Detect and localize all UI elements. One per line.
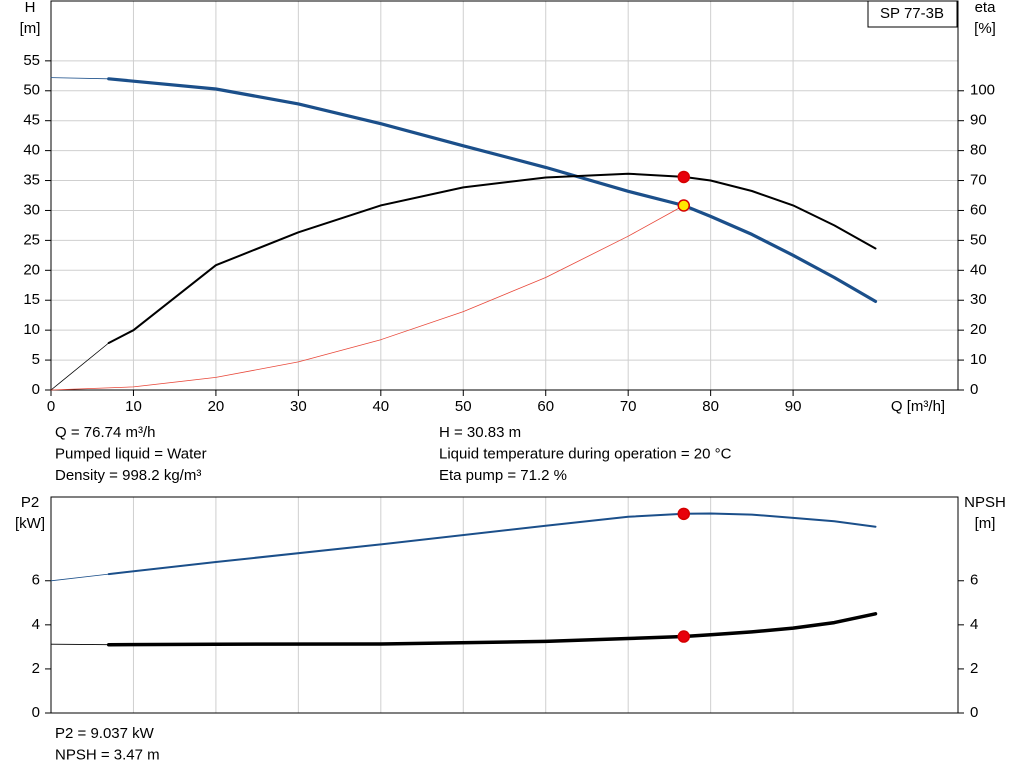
y-tick-label: 40 [23, 142, 40, 159]
plot-frame [50, 496, 959, 714]
y2-axis-unit: [%] [974, 20, 996, 37]
annotation: Liquid temperature during operation = 20… [439, 445, 732, 462]
x-tick-label: 30 [290, 398, 307, 415]
y2-axis-label: eta [975, 0, 997, 16]
curve-lead-in [50, 342, 110, 391]
y2-tick-label: 6 [970, 572, 978, 589]
chart-title: SP 77-3B [880, 5, 944, 22]
y-tick-label: 50 [23, 82, 40, 99]
y2-tick-label: 100 [970, 82, 995, 99]
y-tick-label: 0 [32, 704, 40, 721]
x-tick-label: 40 [372, 398, 389, 415]
y2-tick-label: 0 [970, 704, 978, 721]
y2-tick-label: 30 [970, 291, 987, 308]
x-tick-label: 50 [455, 398, 472, 415]
y2-tick-label: 40 [970, 261, 987, 278]
operating-point [677, 170, 691, 184]
y2-tick-label: 60 [970, 201, 987, 218]
annotation: H = 30.83 m [439, 424, 521, 441]
y-tick-label: 35 [23, 172, 40, 189]
x-tick-label: 60 [537, 398, 554, 415]
y2-tick-label: 50 [970, 231, 987, 248]
title-box [867, 0, 958, 28]
y2-axis-label: NPSH [964, 494, 1006, 511]
y-tick-label: 15 [23, 291, 40, 308]
y2-tick-label: 90 [970, 112, 987, 129]
annotation: NPSH = 3.47 m [55, 746, 160, 763]
y2-tick-label: 80 [970, 142, 987, 159]
y-tick-label: 20 [23, 261, 40, 278]
y-tick-label: 45 [23, 112, 40, 129]
y2-tick-label: 2 [970, 660, 978, 677]
annotation: Q = 76.74 m³/h [55, 424, 155, 441]
y2-tick-label: 70 [970, 172, 987, 189]
y-axis-label: H [25, 0, 36, 16]
y-tick-label: 0 [32, 381, 40, 398]
x-tick-label: 80 [702, 398, 719, 415]
curve-lead-in [50, 77, 110, 80]
annotation: Pumped liquid = Water [55, 445, 207, 462]
y2-axis-unit: [m] [975, 515, 996, 532]
curve [106, 612, 878, 647]
plot-frame [50, 0, 959, 391]
y2-tick-label: 20 [970, 321, 987, 338]
annotation: P2 = 9.037 kW [55, 725, 155, 742]
curve [107, 172, 877, 344]
curve [50, 205, 685, 391]
curve-lead-in [50, 643, 110, 646]
x-tick-label: 90 [785, 398, 802, 415]
operating-point [677, 199, 691, 212]
x-tick-label: 70 [620, 398, 637, 415]
x-tick-label: 0 [47, 398, 55, 415]
x-label-bg [884, 396, 956, 418]
y-tick-label: 5 [32, 351, 40, 368]
annotation: Density = 998.2 kg/m³ [55, 467, 201, 484]
y-axis-label: P2 [21, 494, 39, 511]
y-axis-unit: [m] [20, 20, 41, 37]
curve [107, 512, 877, 576]
y-tick-label: 6 [32, 572, 40, 589]
y2-tick-label: 4 [970, 616, 978, 633]
curve-lead-in [50, 573, 110, 582]
y2-tick-label: 10 [970, 351, 987, 368]
y2-tick-label: 0 [970, 381, 978, 398]
curve [107, 77, 878, 303]
operating-point [677, 507, 691, 521]
annotation: Eta pump = 71.2 % [439, 467, 567, 484]
y-axis-unit: [kW] [15, 515, 45, 532]
y-tick-label: 2 [32, 660, 40, 677]
x-tick-label: 10 [125, 398, 142, 415]
y-tick-label: 30 [23, 201, 40, 218]
y-tick-label: 25 [23, 231, 40, 248]
y-tick-label: 10 [23, 321, 40, 338]
x-axis-label: Q [m³/h] [891, 398, 945, 415]
y-tick-label: 55 [23, 52, 40, 69]
x-tick-label: 20 [208, 398, 225, 415]
operating-point [677, 630, 691, 643]
y-tick-label: 4 [32, 616, 40, 633]
